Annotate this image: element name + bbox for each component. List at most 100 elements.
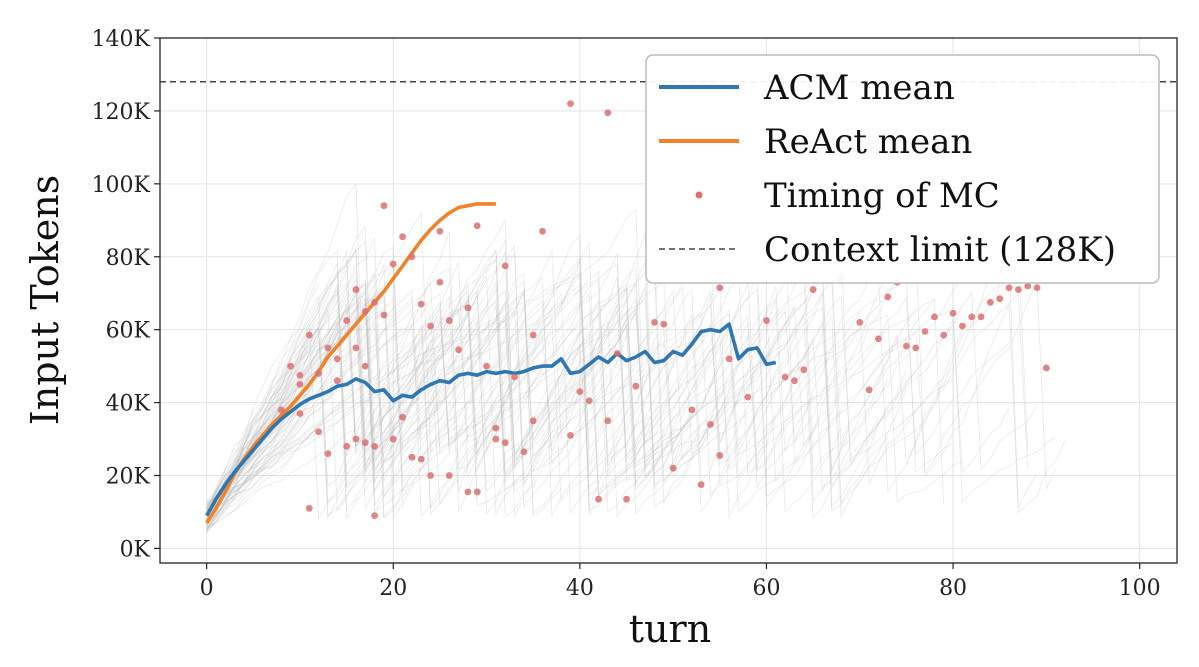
run-trace-line	[206, 250, 917, 516]
x-axis-ticks: 0 20 40 60 80 100	[200, 563, 1161, 601]
mc-timing-point	[529, 331, 537, 339]
run-trace-line	[206, 265, 403, 523]
acm-mean-line	[205, 322, 777, 517]
mc-timing-point	[315, 428, 323, 436]
mc-timing-point	[791, 377, 798, 385]
mc-timing-point	[371, 442, 378, 450]
mc-timing-point	[623, 495, 630, 503]
mc-timing-point	[856, 318, 864, 326]
run-trace-line	[206, 251, 1057, 513]
run-trace-line	[206, 246, 1029, 510]
run-trace-line	[206, 379, 329, 532]
mc-timing-point	[324, 450, 332, 458]
mc-timing-point	[501, 439, 509, 447]
run-trace-line	[206, 282, 795, 526]
mc-timing-point	[604, 417, 612, 425]
mc-timing-point	[492, 435, 500, 443]
run-trace-line	[206, 226, 898, 517]
run-trace-line	[206, 248, 879, 519]
mc-timing-point	[865, 386, 873, 394]
run-trace-line	[206, 283, 478, 526]
mc-timing-point	[399, 233, 406, 241]
mc-timing-point	[417, 300, 425, 308]
run-trace-line	[206, 293, 618, 530]
mc-timing-point	[436, 278, 444, 286]
mc-timing-point	[660, 320, 668, 328]
run-trace-line	[206, 289, 665, 525]
run-trace-line	[206, 326, 403, 529]
run-trace-line	[206, 423, 319, 533]
x-tick-label: 0	[200, 576, 214, 601]
run-trace-line	[206, 250, 1038, 520]
run-trace-line	[206, 233, 907, 530]
mc-timing-point	[912, 344, 920, 352]
legend-label-mc-timing: Timing of MC	[764, 176, 1000, 216]
run-trace-line	[206, 283, 954, 509]
x-tick-label: 80	[939, 576, 967, 601]
mc-timing-point	[352, 435, 360, 443]
mc-timing-point	[800, 366, 808, 374]
run-trace-line	[206, 281, 515, 506]
y-tick-label: 140K	[92, 27, 151, 52]
run-trace-line	[206, 271, 683, 503]
mc-timing-point	[445, 472, 453, 479]
mc-timing-point	[949, 309, 957, 317]
x-tick-label: 20	[379, 576, 407, 601]
run-trace-line	[206, 299, 945, 521]
mc-timing-point	[361, 439, 369, 447]
mc-timing-point	[529, 417, 537, 425]
mc-timing-point	[921, 328, 929, 335]
mc-timing-point	[427, 472, 434, 479]
y-axis-label: Input Tokens	[23, 175, 67, 425]
mc-timing-point	[585, 397, 593, 405]
mc-timing-point	[567, 431, 574, 439]
mc-timing-point	[417, 455, 425, 463]
run-trace-line	[206, 218, 814, 513]
run-trace-line	[206, 265, 1029, 519]
mc-timing-point	[296, 371, 304, 379]
mc-timing-point	[483, 362, 490, 370]
y-tick-label: 60K	[106, 319, 151, 344]
mc-timing-point	[1033, 284, 1041, 292]
run-trace-line	[206, 308, 711, 505]
mc-timing-point	[408, 453, 416, 461]
mc-timing-point	[455, 346, 462, 354]
run-trace-line	[206, 290, 1010, 517]
mc-timing-point	[1042, 364, 1050, 372]
y-tick-label: 80K	[106, 246, 151, 271]
legend-swatch-mc-timing	[695, 191, 703, 199]
mc-timing-point	[352, 344, 360, 352]
mc-timing-point	[520, 448, 528, 456]
run-trace-line	[206, 251, 889, 525]
run-trace-line	[206, 311, 711, 523]
run-trace-line	[206, 249, 907, 518]
mc-timing-point	[305, 331, 313, 339]
mc-timing-point	[595, 495, 602, 503]
mc-timing-point	[343, 442, 351, 450]
run-trace-line	[206, 236, 1038, 521]
mc-timing-point	[296, 380, 304, 388]
legend: ACM mean ReAct mean Timing of MC Context…	[645, 54, 1160, 284]
run-trace-line	[206, 276, 571, 515]
mc-timing-point	[716, 452, 724, 459]
x-tick-label: 60	[752, 576, 780, 601]
mc-timing-point	[352, 286, 360, 293]
mc-timing-point	[613, 349, 621, 357]
mc-timing-point	[380, 202, 388, 210]
mc-timing-point	[464, 304, 472, 312]
mc-timing-point	[371, 512, 378, 520]
run-trace-line	[206, 248, 842, 527]
run-trace-line	[206, 237, 963, 513]
legend-label-react-mean: ReAct mean	[764, 122, 972, 162]
mc-timing-point	[968, 313, 976, 321]
legend-label-context-limit: Context limit (128K)	[764, 230, 1116, 270]
mc-timing-point	[287, 362, 295, 370]
mc-timing-point	[884, 293, 892, 301]
mc-timing-point	[716, 284, 724, 292]
mc-timing-point	[333, 355, 341, 363]
run-trace-line	[206, 279, 786, 512]
mc-timing-point	[986, 298, 994, 306]
run-trace-line	[206, 211, 917, 508]
mc-timing-point	[604, 109, 612, 117]
mc-timing-point	[473, 488, 481, 496]
